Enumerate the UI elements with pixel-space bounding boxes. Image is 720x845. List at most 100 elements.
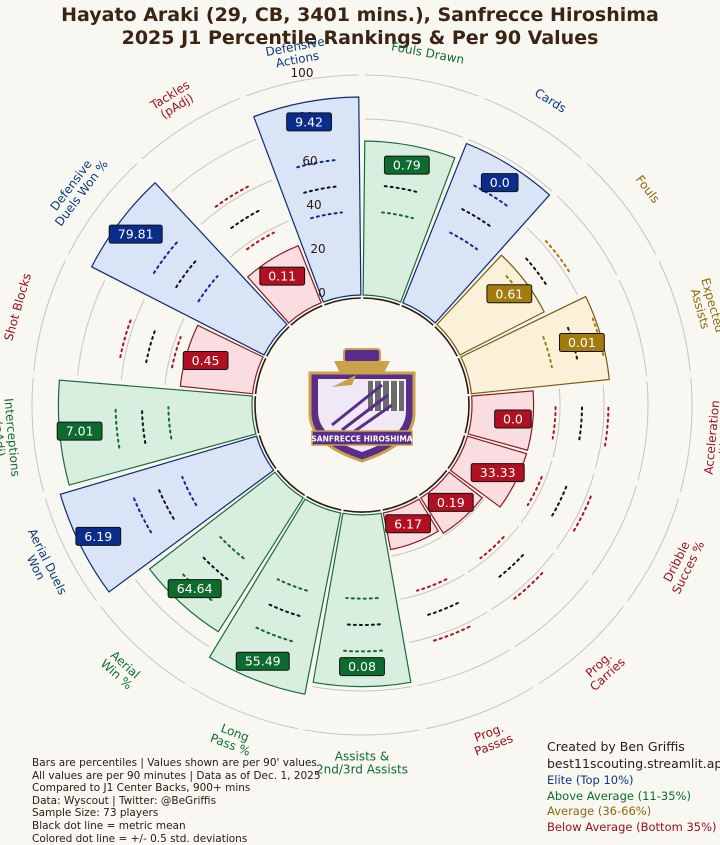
value-badge-text: 0.01 [568, 335, 596, 350]
mean-dot-line [383, 185, 421, 194]
center: SANFRECCE HIROSHIMA [308, 348, 416, 463]
guide-arc [591, 486, 637, 576]
title-line-2: 2025 J1 Percentile Rankings & Per 90 Val… [121, 27, 599, 49]
value-badge: 7.01 [56, 421, 103, 441]
value-badge-text: 33.33 [480, 465, 516, 480]
base-arc [290, 304, 323, 326]
base-arc [447, 435, 466, 470]
guide-arc [67, 163, 138, 256]
base-arc [464, 396, 470, 434]
sd-dot-line [197, 275, 219, 303]
mean-dot-line [423, 602, 459, 617]
mean-dot-line [549, 485, 568, 520]
guide-arc [408, 611, 488, 643]
metric-label-line: 2nd/3rd Assists [316, 763, 408, 777]
mean-dot-line [303, 185, 341, 194]
base-arc [382, 495, 418, 511]
value-badge: 0.08 [339, 657, 385, 677]
value-badge-text: 0.11 [268, 269, 296, 284]
sd-dot-line [253, 625, 293, 643]
guide-arc [391, 536, 442, 557]
metric-label-line: Fouls Drawn [390, 39, 465, 66]
mean-dot-line [577, 406, 583, 445]
value-badge-text: 0.0 [503, 411, 523, 426]
base-arc [258, 435, 277, 470]
guide-arc [679, 377, 693, 493]
metric-label-line: Assists & [335, 750, 389, 764]
value-badge-text: 0.0 [490, 175, 510, 190]
sd-dot-line [603, 406, 610, 449]
metric-label: Fouls [633, 173, 663, 206]
guide-arc [229, 220, 289, 258]
legend-entry-below: Below Average (Bottom 35%) [547, 819, 717, 834]
footnote-line: All values are per 90 minutes | Data as … [32, 769, 321, 782]
bar [312, 512, 412, 688]
team-logo: SANFRECCE HIROSHIMA [308, 348, 416, 463]
guide-arc [304, 729, 420, 736]
bar [436, 254, 545, 356]
value-badge: 0.0 [494, 409, 532, 429]
sd-dot-line [380, 211, 414, 220]
footnote-line: Bars are percentiles | Values shown are … [32, 757, 317, 769]
guide-arc [141, 98, 240, 160]
base-arc [254, 357, 267, 395]
guide-arc [120, 299, 145, 381]
sd-dot-line [246, 231, 275, 251]
guide-arc [135, 579, 210, 647]
base-arc [457, 357, 470, 395]
value-badge-text: 0.79 [393, 158, 421, 173]
value-badge-text: 9.42 [295, 114, 323, 129]
guide-arc [538, 606, 624, 685]
radial-tick-label: 100 [291, 66, 314, 80]
sd-dot-line [511, 572, 544, 601]
credit-site: best11scouting.streamlit.app [547, 756, 720, 771]
radial-tick-label: 40 [306, 198, 321, 212]
mean-dot-line [200, 554, 229, 581]
bar [252, 96, 362, 303]
guide-arc [245, 74, 359, 97]
guide-arc [520, 461, 553, 523]
base-arc [343, 509, 381, 513]
sd-dot-line [571, 495, 592, 534]
guide-arc [586, 163, 657, 256]
value-badge: 55.49 [235, 651, 290, 671]
team-logo-text: SANFRECCE HIROSHIMA [311, 435, 412, 444]
legend-entry-above: Above Average (11-35%) [547, 788, 691, 803]
bar [460, 295, 610, 395]
value-badge: 64.64 [167, 579, 222, 599]
sd-dot-line [132, 495, 153, 534]
mean-dot-line [175, 257, 199, 289]
guide-arc [444, 498, 485, 536]
mean-dot-line [141, 406, 147, 445]
guide-arc [77, 279, 106, 376]
footnote-line: Compared to J1 Center Backs, 900+ mins [32, 782, 251, 795]
sd-dot-line [167, 406, 173, 440]
guide-arc [618, 279, 647, 376]
metric-label-line: Fouls [633, 173, 663, 206]
value-badge: 0.19 [427, 492, 474, 512]
value-badge: 0.0 [480, 173, 519, 193]
sd-dot-line [171, 336, 182, 369]
base-arc [306, 495, 342, 511]
metric-label: Shot Blocks [1, 272, 34, 343]
sd-dot-line [473, 184, 510, 208]
dot-lines [114, 158, 610, 653]
footnote-line: Data: Wyscout | Twitter: @BeGriffis [32, 794, 217, 807]
mean-dot-line [525, 257, 549, 289]
metric-label: Cards [532, 86, 569, 116]
mean-dot-line [343, 623, 381, 626]
bar [208, 498, 342, 695]
sd-dot-line [431, 625, 471, 643]
value-badge-text: 0.61 [495, 286, 523, 301]
base-arc [434, 326, 458, 357]
sd-dot-line [544, 240, 572, 274]
base-arc [363, 297, 400, 306]
base-arc [401, 304, 434, 326]
sd-dot-line [449, 231, 478, 251]
base-arc [324, 297, 361, 306]
